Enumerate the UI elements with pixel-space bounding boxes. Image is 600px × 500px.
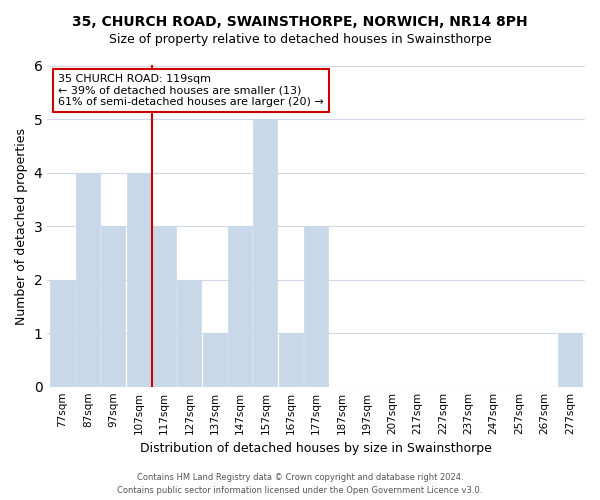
Text: Size of property relative to detached houses in Swainsthorpe: Size of property relative to detached ho… — [109, 32, 491, 46]
Bar — [76, 172, 100, 386]
Bar — [558, 333, 582, 386]
Bar — [279, 333, 303, 386]
Text: 35 CHURCH ROAD: 119sqm
← 39% of detached houses are smaller (13)
61% of semi-det: 35 CHURCH ROAD: 119sqm ← 39% of detached… — [58, 74, 324, 106]
Bar — [152, 226, 176, 386]
Text: Contains HM Land Registry data © Crown copyright and database right 2024.
Contai: Contains HM Land Registry data © Crown c… — [118, 473, 482, 495]
Bar — [304, 226, 328, 386]
Y-axis label: Number of detached properties: Number of detached properties — [15, 128, 28, 324]
X-axis label: Distribution of detached houses by size in Swainsthorpe: Distribution of detached houses by size … — [140, 442, 492, 455]
Bar — [101, 226, 125, 386]
Bar — [50, 280, 74, 386]
Bar — [177, 280, 202, 386]
Bar — [203, 333, 227, 386]
Bar — [253, 119, 277, 386]
Text: 35, CHURCH ROAD, SWAINSTHORPE, NORWICH, NR14 8PH: 35, CHURCH ROAD, SWAINSTHORPE, NORWICH, … — [72, 15, 528, 29]
Bar — [127, 172, 151, 386]
Bar — [228, 226, 252, 386]
